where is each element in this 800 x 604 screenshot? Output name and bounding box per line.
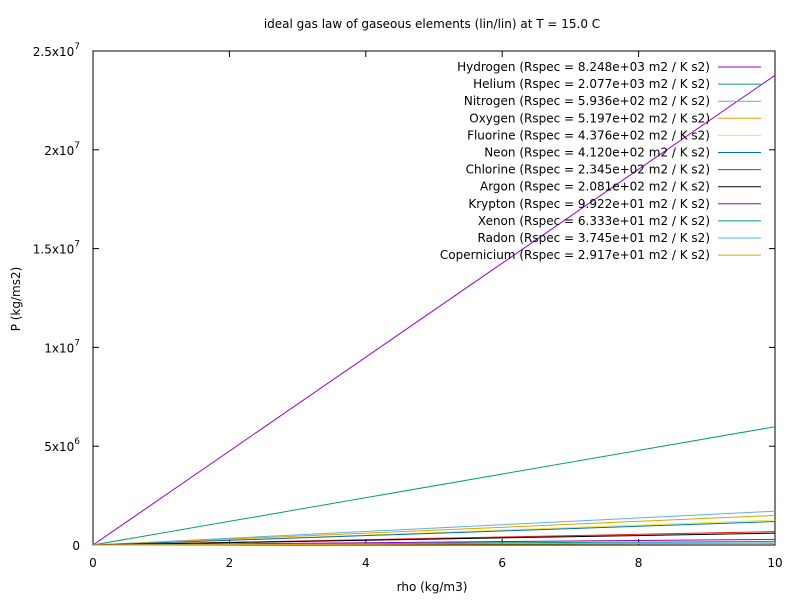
series-lines xyxy=(92,74,776,546)
series-line xyxy=(92,532,776,546)
y-tick-mantissa: 0 xyxy=(72,539,80,553)
y-tick-exponent: 7 xyxy=(74,338,80,348)
y-tick-label: 2.5x107 xyxy=(33,42,80,59)
series-line xyxy=(92,514,776,546)
legend-label: Chlorine (Rspec = 2.345e+02 m2 / K s2) xyxy=(466,163,710,177)
legend-label: Helium (Rspec = 2.077e+03 m2 / K s2) xyxy=(473,77,710,91)
legend-label: Copernicium (Rspec = 2.917e+01 m2 / K s2… xyxy=(440,248,710,262)
y-tick-mantissa: 5x10 xyxy=(44,440,74,454)
y-tick-exponent: 6 xyxy=(74,437,80,447)
y-tick-exponent: 7 xyxy=(74,141,80,151)
legend-label: Nitrogen (Rspec = 5.936e+02 m2 / K s2) xyxy=(464,94,710,108)
y-tick-label: 0 xyxy=(72,539,80,553)
series-line xyxy=(92,510,776,546)
x-tick-label: 4 xyxy=(362,556,370,570)
y-tick-mantissa: 2x10 xyxy=(44,144,74,158)
legend-label: Fluorine (Rspec = 4.376e+02 m2 / K s2) xyxy=(467,128,710,142)
x-axis-label: rho (kg/m3) xyxy=(397,580,468,594)
chart-title: ideal gas law of gaseous elements (lin/l… xyxy=(264,17,600,31)
series-line xyxy=(92,542,776,546)
series-line xyxy=(92,426,776,546)
legend-label: Argon (Rspec = 2.081e+02 m2 / K s2) xyxy=(480,180,710,194)
x-tick-label: 8 xyxy=(635,556,643,570)
legend-label: Hydrogen (Rspec = 8.248e+03 m2 / K s2) xyxy=(457,60,710,74)
y-axis-label: P (kg/ms2) xyxy=(9,267,23,332)
x-tick-label: 0 xyxy=(89,556,97,570)
legend-label: Oxygen (Rspec = 5.197e+02 m2 / K s2) xyxy=(469,111,710,125)
y-tick-label: 2x107 xyxy=(44,141,80,158)
y-tick-exponent: 7 xyxy=(74,42,80,52)
y-tick-label: 5x106 xyxy=(44,437,80,454)
y-tick-label: 1x107 xyxy=(44,338,80,355)
x-tick-label: 10 xyxy=(767,556,782,570)
y-tick-mantissa: 1x10 xyxy=(44,341,74,355)
series-line xyxy=(92,521,776,546)
legend-label: Neon (Rspec = 4.120e+02 m2 / K s2) xyxy=(484,146,710,160)
plot-frame xyxy=(92,50,776,546)
legend-label: Krypton (Rspec = 9.922e+01 m2 / K s2) xyxy=(468,197,710,211)
y-tick-label: 1.5x107 xyxy=(33,240,80,257)
legend-label: Xenon (Rspec = 6.333e+01 m2 / K s2) xyxy=(478,214,710,228)
y-tick-mantissa: 2.5x10 xyxy=(33,45,74,59)
y-tick-mantissa: 1.5x10 xyxy=(33,243,74,257)
x-tick-label: 6 xyxy=(498,556,506,570)
x-tick-label: 2 xyxy=(226,556,234,570)
legend-label: Radon (Rspec = 3.745e+01 m2 / K s2) xyxy=(478,231,710,245)
legend: Hydrogen (Rspec = 8.248e+03 m2 / K s2) He… xyxy=(440,60,761,262)
y-tick-exponent: 7 xyxy=(74,240,80,250)
series-line xyxy=(92,74,776,546)
